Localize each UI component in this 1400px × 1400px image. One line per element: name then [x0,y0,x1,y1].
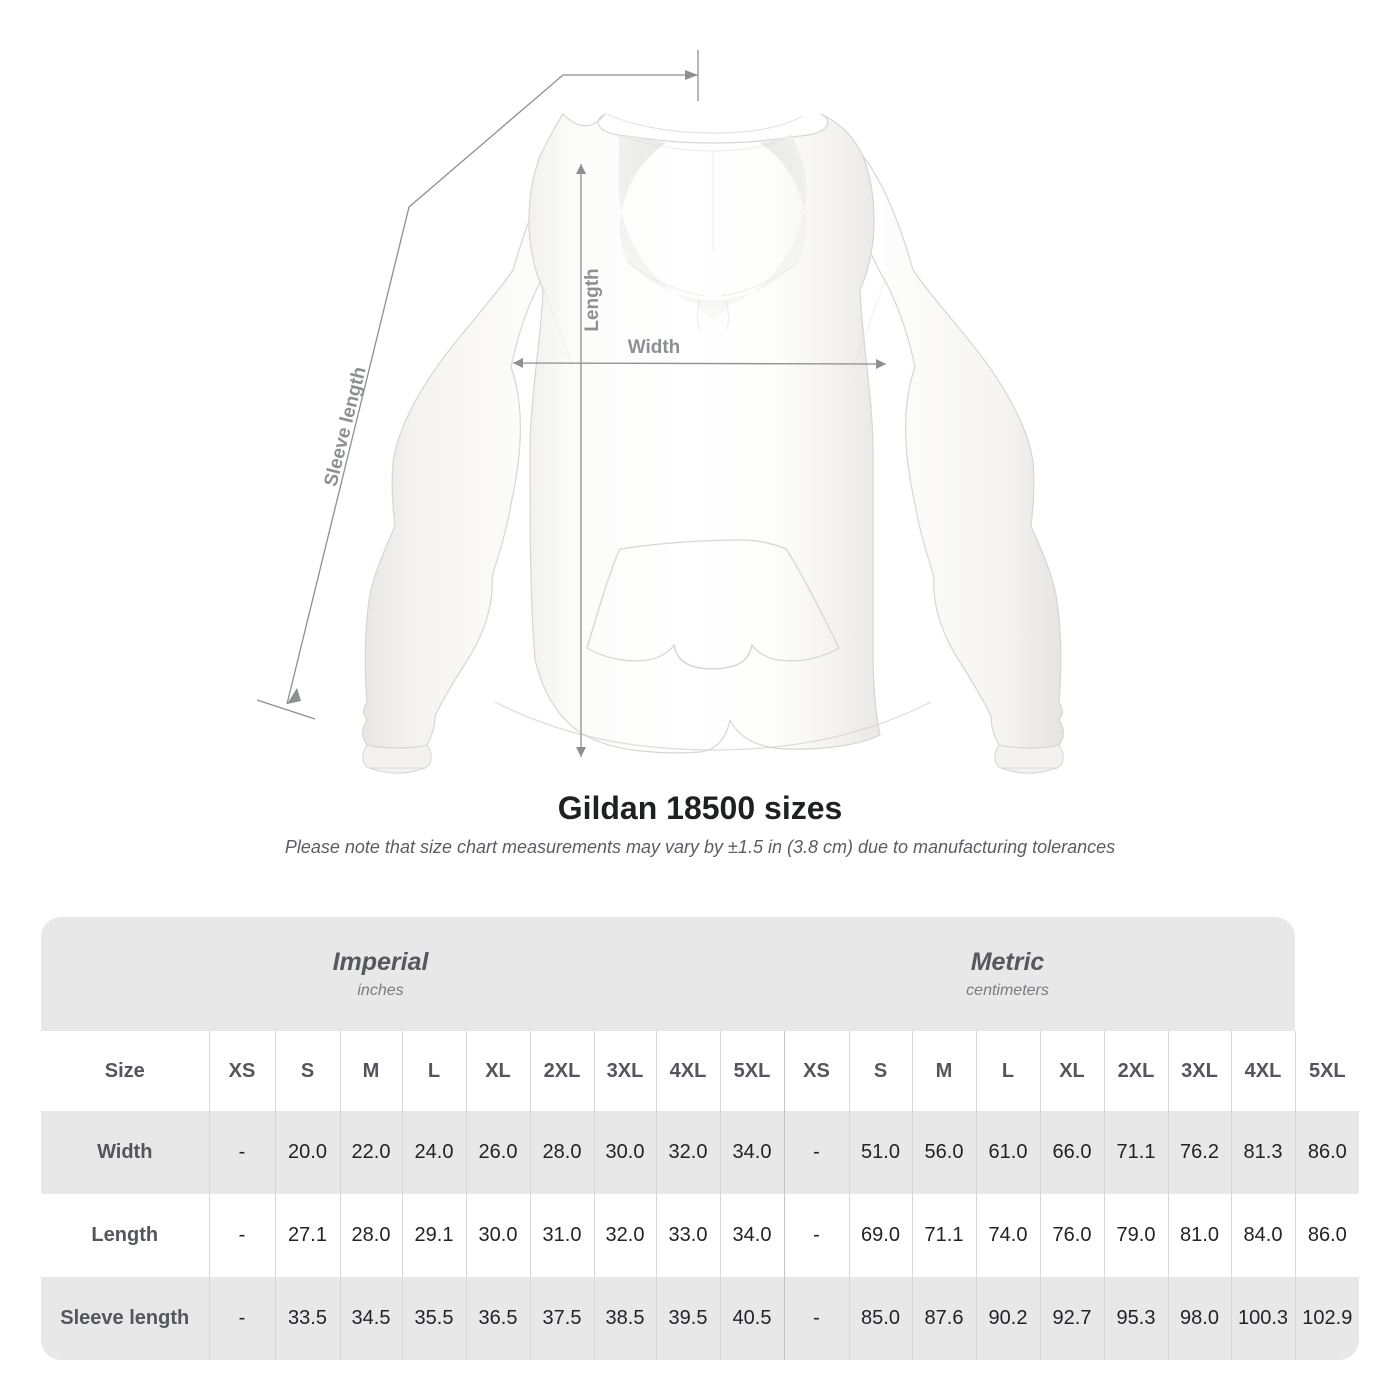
svg-text:Length: Length [582,268,603,331]
svg-text:Width: Width [628,337,681,358]
svg-text:Sleeve length: Sleeve length [321,365,371,489]
